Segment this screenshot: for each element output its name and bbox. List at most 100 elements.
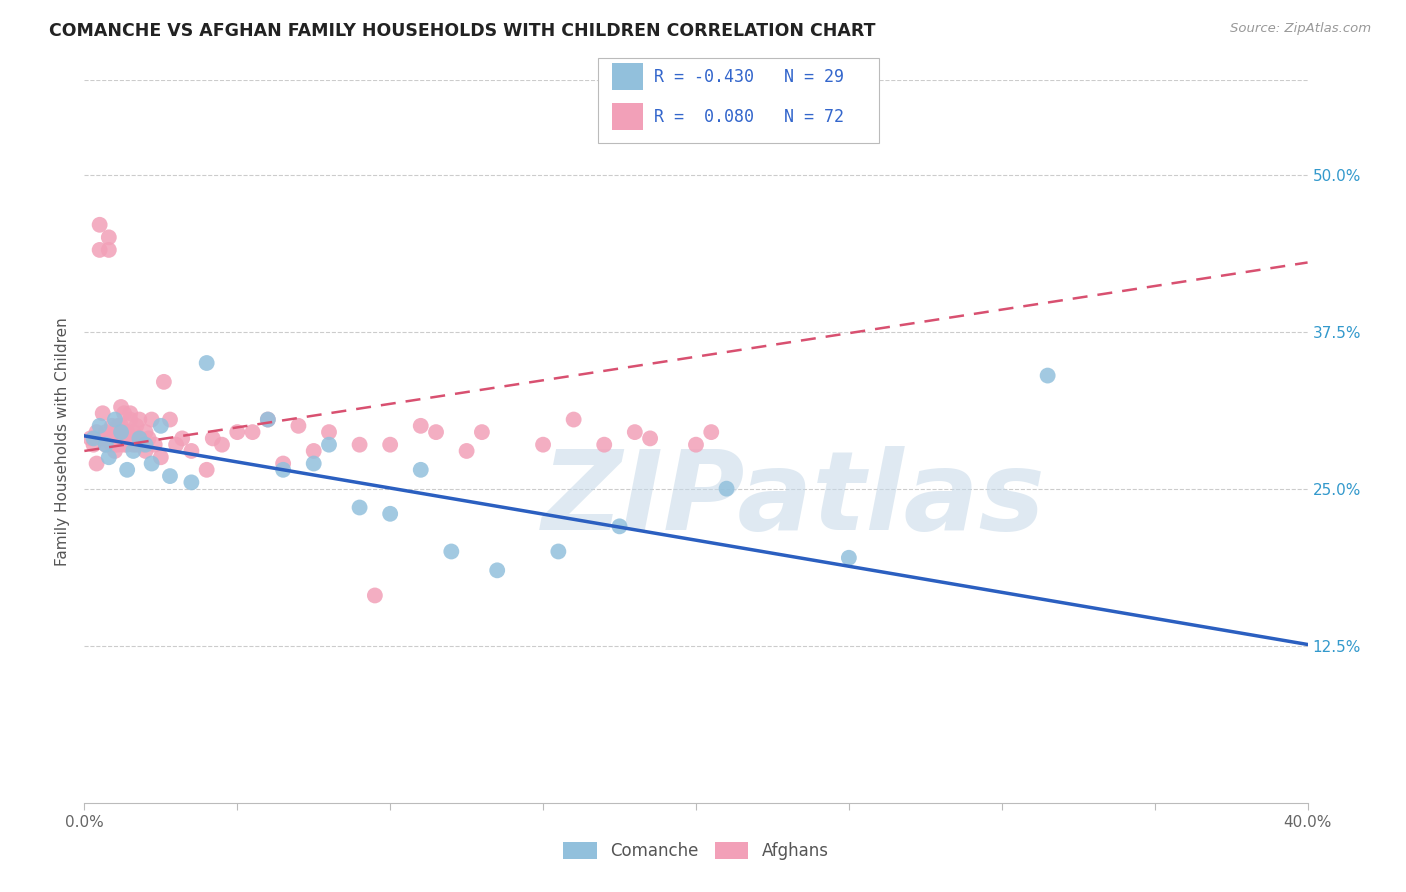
Point	[89, 243, 111, 257]
Point	[242, 425, 264, 439]
Point	[271, 463, 294, 477]
Point	[128, 431, 150, 445]
Point	[115, 438, 138, 452]
Point	[128, 412, 150, 426]
Point	[562, 412, 585, 426]
Point	[97, 243, 120, 257]
Point	[287, 418, 309, 433]
Point	[91, 431, 114, 445]
Point	[86, 457, 108, 471]
Point	[107, 418, 129, 433]
Point	[257, 412, 280, 426]
Point	[104, 444, 127, 458]
Point	[122, 444, 145, 458]
Point	[716, 482, 738, 496]
Point	[120, 406, 142, 420]
Point	[110, 425, 132, 439]
Point	[195, 356, 218, 370]
Point	[122, 438, 145, 452]
Point	[486, 563, 509, 577]
Point	[685, 438, 707, 452]
Point	[471, 425, 494, 439]
Point	[456, 444, 478, 458]
Point	[141, 457, 163, 471]
Point	[409, 463, 432, 477]
Point	[180, 444, 202, 458]
Point	[125, 438, 148, 452]
Point	[302, 457, 325, 471]
Point	[165, 438, 187, 452]
Point	[380, 507, 402, 521]
Point	[638, 431, 661, 445]
Point	[159, 412, 181, 426]
Point	[159, 469, 181, 483]
Text: ZIPatlas: ZIPatlas	[541, 446, 1046, 553]
Point	[364, 589, 387, 603]
Text: R =  0.080   N = 72: R = 0.080 N = 72	[654, 108, 844, 126]
Point	[104, 438, 127, 452]
Point	[547, 544, 569, 558]
Point	[135, 438, 157, 452]
Point	[440, 544, 463, 558]
Point	[226, 425, 249, 439]
Point	[201, 431, 224, 445]
Point	[101, 418, 124, 433]
Point	[79, 431, 101, 445]
Point	[135, 444, 157, 458]
Point	[94, 438, 117, 452]
Point	[1036, 368, 1059, 383]
Point	[211, 438, 233, 452]
Point	[112, 438, 135, 452]
Point	[349, 438, 371, 452]
Point	[91, 406, 114, 420]
Point	[86, 425, 108, 439]
Point	[94, 425, 117, 439]
Point	[318, 438, 340, 452]
Point	[97, 450, 120, 465]
Point	[104, 412, 127, 426]
Point	[107, 438, 129, 452]
Point	[609, 519, 631, 533]
Point	[83, 438, 105, 452]
Point	[83, 431, 105, 445]
Point	[138, 431, 160, 445]
Point	[257, 412, 280, 426]
Point	[97, 431, 120, 445]
Point	[149, 418, 172, 433]
Point	[112, 406, 135, 420]
Point	[115, 463, 138, 477]
Point	[149, 450, 172, 465]
Point	[624, 425, 647, 439]
Point	[531, 438, 554, 452]
Point	[380, 438, 402, 452]
Point	[125, 418, 148, 433]
Point	[153, 375, 176, 389]
Point	[131, 438, 153, 452]
Text: Source: ZipAtlas.com: Source: ZipAtlas.com	[1230, 22, 1371, 36]
Point	[110, 431, 132, 445]
Point	[104, 425, 127, 439]
Point	[128, 431, 150, 445]
Point	[120, 431, 142, 445]
Point	[89, 218, 111, 232]
Y-axis label: Family Households with Children: Family Households with Children	[55, 318, 70, 566]
Point	[302, 444, 325, 458]
Point	[97, 230, 120, 244]
Point	[135, 425, 157, 439]
Point	[120, 412, 142, 426]
Point	[195, 463, 218, 477]
Point	[838, 550, 860, 565]
Point	[101, 438, 124, 452]
Point	[172, 431, 194, 445]
Point	[110, 400, 132, 414]
Point	[115, 425, 138, 439]
Point	[425, 425, 447, 439]
Point	[110, 418, 132, 433]
Point	[143, 438, 166, 452]
Point	[180, 475, 202, 490]
Point	[593, 438, 616, 452]
Point	[89, 418, 111, 433]
Point	[122, 425, 145, 439]
Point	[409, 418, 432, 433]
Point	[94, 438, 117, 452]
